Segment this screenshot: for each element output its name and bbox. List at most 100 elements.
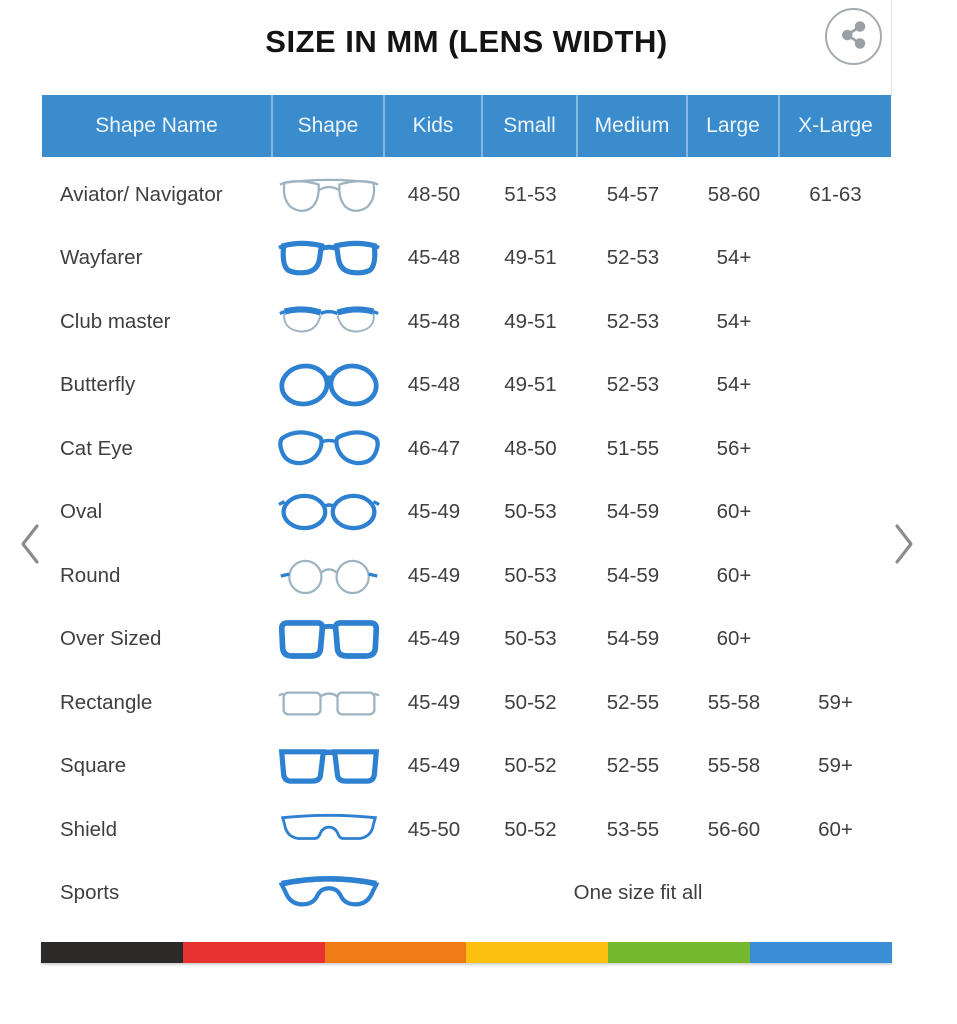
table-row: Club master 45-48 49-51 52-53 54+ (42, 290, 891, 354)
footer-stripe-segment (608, 942, 751, 963)
slide-edge-divider (891, 0, 892, 96)
size-cell: 51-55 (606, 436, 660, 460)
size-cell: 59+ (818, 690, 853, 714)
square-glasses-icon (273, 741, 385, 791)
table-row: Rectangle 45-49 50-52 52-55 55-58 59+ (42, 671, 891, 735)
carousel-prev-button[interactable] (16, 518, 44, 572)
shape-name-cell: Oval (60, 500, 103, 524)
size-cell: 61-63 (809, 182, 862, 206)
size-cell: 52-53 (606, 246, 660, 270)
table-row: Over Sized 45-49 50-53 54-59 60+ (42, 608, 891, 672)
footer-stripe-segment (750, 942, 892, 963)
chevron-right-icon (892, 520, 916, 571)
size-cell: 60+ (716, 500, 752, 524)
size-cell: 51-53 (504, 182, 557, 206)
size-cell: 60+ (716, 627, 752, 651)
size-cell: 56+ (716, 436, 752, 460)
size-cell: 59+ (818, 754, 853, 778)
shape-name-cell: Round (60, 563, 121, 587)
size-cell: 50-53 (504, 500, 557, 524)
size-cell: 50-53 (504, 563, 557, 587)
butterfly-glasses-icon (273, 360, 385, 410)
table-header-row: Shape Name Shape Kids Small Medium Large… (42, 95, 891, 157)
footer-stripe-segment (41, 942, 183, 963)
shape-name-cell: Sports (60, 881, 120, 905)
rectangle-glasses-icon (273, 678, 385, 728)
size-cell: 45-49 (407, 500, 461, 524)
table-body: Aviator/ Navigator 48-50 51-53 54-57 58-60 61… (42, 163, 891, 925)
shape-name-cell: Wayfarer (60, 246, 143, 270)
column-header-large: Large (688, 95, 780, 157)
size-cell: 54-59 (606, 563, 660, 587)
table-row: Shield 45-50 50-52 53-55 56-60 60+ (42, 798, 891, 862)
size-cell: 58-60 (707, 182, 761, 206)
column-header-medium: Medium (578, 95, 688, 157)
footer-color-stripe (41, 942, 892, 963)
shape-name-cell: Over Sized (60, 627, 162, 651)
size-cell: 50-53 (504, 627, 557, 651)
shape-name-cell: Butterfly (60, 373, 136, 397)
shield-glasses-icon (273, 805, 385, 855)
table-row: Wayfarer 45-48 49-51 52-53 54+ (42, 227, 891, 291)
size-cell: 49-51 (504, 309, 557, 333)
table-row: Butterfly 45-48 49-51 52-53 54+ (42, 354, 891, 418)
footer-stripe-segment (466, 942, 609, 963)
size-cell: 56-60 (707, 817, 761, 841)
table-row: Oval 45-49 50-53 54-59 60+ (42, 481, 891, 545)
size-cell: 46-47 (407, 436, 461, 460)
sports-glasses-icon (273, 868, 385, 918)
column-header-shape: Shape (273, 95, 385, 157)
table-row: Cat Eye 46-47 48-50 51-55 56+ (42, 417, 891, 481)
size-cell: 54-59 (606, 627, 660, 651)
size-cell: 60+ (716, 563, 752, 587)
share-icon (839, 20, 869, 53)
footer-stripe-segment (324, 942, 467, 963)
shape-name-cell: Square (60, 754, 127, 778)
column-header-shape-name: Shape Name (42, 95, 273, 157)
shape-name-cell: Aviator/ Navigator (60, 182, 223, 206)
shape-name-cell: Club master (60, 309, 171, 333)
table-row: Aviator/ Navigator 48-50 51-53 54-57 58-60 61… (42, 163, 891, 227)
page-title: SIZE IN MM (LENS WIDTH) (265, 24, 668, 59)
footer-stripe-segment (182, 942, 325, 963)
size-cell: 45-48 (407, 309, 461, 333)
size-cell: 49-51 (504, 246, 557, 270)
size-cell: 45-49 (407, 754, 461, 778)
size-cell: 52-53 (606, 373, 660, 397)
size-cell: 49-51 (504, 373, 557, 397)
oval-glasses-icon (273, 487, 385, 537)
size-cell: 52-55 (606, 754, 660, 778)
size-cell: 55-58 (707, 690, 761, 714)
size-cell: 60+ (818, 817, 853, 841)
size-cell: 48-50 (504, 436, 557, 460)
table-row: Square 45-49 50-52 52-55 55-58 59+ (42, 735, 891, 799)
column-header-x-large: X-Large (798, 114, 873, 137)
column-header-kids: Kids (385, 95, 483, 157)
oversized-glasses-icon (273, 614, 385, 664)
wayfarer-glasses-icon (273, 233, 385, 283)
size-cell: 45-49 (407, 627, 461, 651)
size-cell: 54+ (716, 309, 752, 333)
size-cell: 50-52 (504, 754, 557, 778)
one-size-cell: One size fit all (573, 881, 703, 905)
cateye-glasses-icon (273, 424, 385, 474)
chevron-left-icon (18, 520, 42, 571)
round-glasses-icon (273, 551, 385, 601)
size-cell: 54+ (716, 246, 752, 270)
size-cell: 48-50 (407, 182, 461, 206)
carousel-next-button[interactable] (890, 518, 918, 572)
share-button[interactable] (825, 8, 882, 65)
size-cell: 54-59 (606, 500, 660, 524)
size-cell: 45-48 (407, 246, 461, 270)
size-cell: 54+ (716, 373, 752, 397)
size-cell: 52-53 (606, 309, 660, 333)
shape-name-cell: Shield (60, 817, 117, 841)
shape-name-cell: Rectangle (60, 690, 153, 714)
column-header-small: Small (483, 95, 578, 157)
clubmaster-glasses-icon (273, 297, 385, 347)
table-row: Sports One size fit all (42, 862, 891, 926)
size-cell: 54-57 (606, 182, 660, 206)
aviator-glasses-icon (273, 170, 385, 220)
size-cell: 53-55 (606, 817, 660, 841)
size-cell: 50-52 (504, 690, 557, 714)
